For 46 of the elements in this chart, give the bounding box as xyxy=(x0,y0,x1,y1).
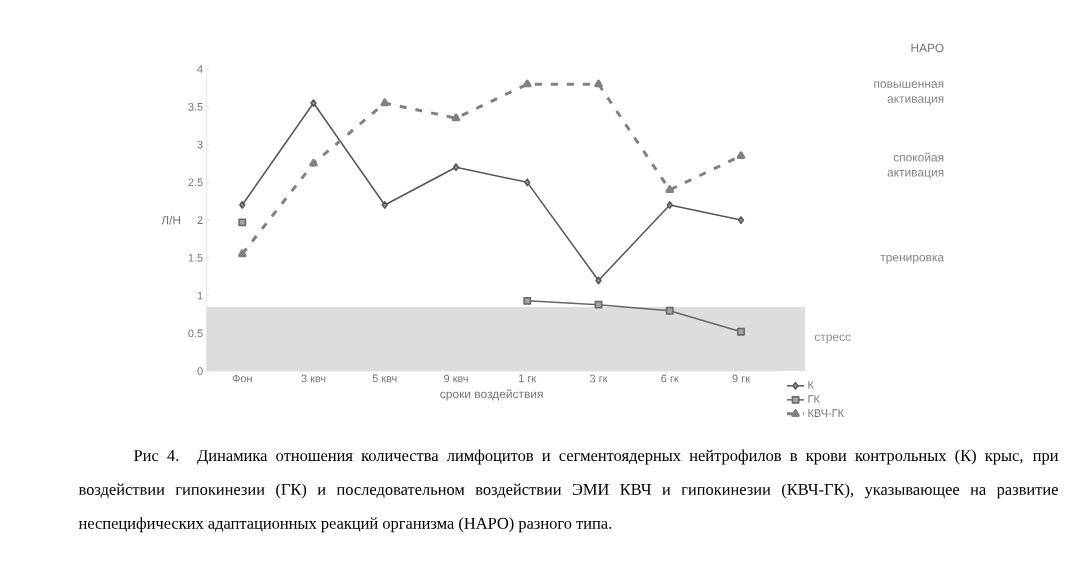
legend-label: КВЧ-ГК xyxy=(808,409,844,417)
point xyxy=(309,158,318,167)
y-tick-label: 2.5 xyxy=(188,178,203,187)
y-tick-label: 2 xyxy=(197,216,203,224)
point xyxy=(736,151,746,159)
point xyxy=(737,216,745,225)
text: Рис 4. Динамика отношения количества лимфоцитов и сегментоядерных нейтрофилов в крови контрольных (К) крыс, при воздействии гипокинезии (ГК) и последовательном воздействии ЭМИ КВЧ и гипокинезии (КВЧ-ГК), указывающее на развитие неспецифических адаптационных реакций организма (НАРО) разного типа. xyxy=(78,449,1059,533)
point xyxy=(452,163,460,172)
point xyxy=(310,99,317,107)
point xyxy=(666,201,673,209)
text: НАРО xyxy=(911,43,944,53)
y-tick-label: 1.5 xyxy=(188,254,203,262)
point xyxy=(594,79,603,88)
x-tick-label: 9 квч xyxy=(444,374,468,383)
legend-label: ГК xyxy=(808,395,820,403)
y-tick-label: 3.5 xyxy=(188,102,203,111)
point xyxy=(737,327,745,336)
point xyxy=(524,178,531,187)
x-tick-label: 3 гк xyxy=(589,374,608,383)
point xyxy=(238,218,247,227)
text: спокойая активация xyxy=(887,152,944,179)
point xyxy=(595,276,602,285)
x-tick-label: 1 гк xyxy=(519,374,537,383)
point xyxy=(665,185,675,193)
y-tick-label: 1 xyxy=(197,291,203,300)
point xyxy=(381,201,388,209)
x-tick-label: 3 квч xyxy=(301,374,326,383)
x-tick-label: 6 гк xyxy=(661,374,679,383)
text: повышенная активация xyxy=(874,81,944,106)
y-tick-label: 0 xyxy=(197,367,203,375)
text: тренировка xyxy=(880,254,945,264)
x-tick-label: 9 гк xyxy=(732,374,751,383)
y-tick-label: 0.5 xyxy=(188,329,203,338)
x-tick-label: Фон xyxy=(232,374,252,383)
point xyxy=(594,300,603,309)
y-axis-title: Л/Н xyxy=(161,215,181,225)
band-label: стресс xyxy=(814,334,851,344)
y-tick-label: 3 xyxy=(197,140,203,149)
point xyxy=(523,296,532,305)
point xyxy=(239,201,246,209)
legend-label: К xyxy=(808,381,814,389)
point xyxy=(665,306,674,315)
x-tick-label: 5 квч xyxy=(372,374,397,383)
x-axis-title: сроки воздействия xyxy=(440,389,543,401)
point xyxy=(237,249,247,258)
y-tick-label: 4 xyxy=(197,65,203,73)
